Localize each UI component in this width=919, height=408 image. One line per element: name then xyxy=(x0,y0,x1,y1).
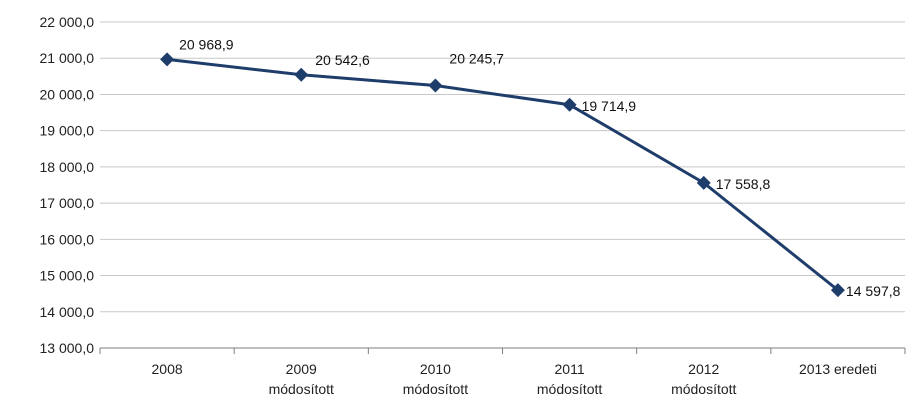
x-tick-label-line: módosított xyxy=(537,381,602,397)
gridlines xyxy=(100,21,905,313)
data-label: 20 542,6 xyxy=(315,52,370,68)
x-tick-label-line: 2008 xyxy=(152,361,183,377)
data-point-marker xyxy=(160,52,175,67)
data-label: 20 968,9 xyxy=(179,36,234,52)
y-tick-label: 18 000,0 xyxy=(40,159,95,175)
data-point-marker xyxy=(294,67,309,82)
x-tick-label: 2008 xyxy=(152,361,183,377)
x-tick-label-line: módosított xyxy=(671,381,736,397)
x-tick-label-line: 2009 xyxy=(286,361,317,377)
y-tick-label: 14 000,0 xyxy=(40,304,95,320)
x-tick-label-line: módosított xyxy=(269,381,334,397)
x-tick-label-line: módosított xyxy=(403,381,468,397)
y-tick-label: 17 000,0 xyxy=(40,195,95,211)
x-tick-label: 2009 módosított xyxy=(269,361,334,397)
x-axis-tick-labels: 2008 2009 módosított 2010 módosított 2011 módo… xyxy=(152,361,877,397)
y-tick-label: 22 000,0 xyxy=(40,14,95,30)
data-point-marker xyxy=(696,175,711,190)
data-point-marker xyxy=(428,78,443,93)
y-tick-label: 16 000,0 xyxy=(40,231,95,247)
x-axis xyxy=(99,347,906,354)
y-axis-tick-labels: 22 000,0 21 000,0 20 000,0 19 000,0 18 000,0… xyxy=(40,14,95,356)
x-tick-label: 2012 módosított xyxy=(671,361,736,397)
y-tick-label: 13 000,0 xyxy=(40,340,95,356)
y-tick-label: 15 000,0 xyxy=(40,268,95,284)
x-tick-label: 2013 eredeti xyxy=(799,361,877,377)
data-label: 17 558,8 xyxy=(716,176,771,192)
x-tick-label-line: 2011 xyxy=(555,361,585,377)
data-label: 20 245,7 xyxy=(449,51,504,67)
y-tick-label: 20 000,0 xyxy=(40,86,95,102)
series-group xyxy=(160,52,845,298)
x-tick-label: 2010 módosított xyxy=(403,361,468,397)
data-point-marker xyxy=(562,97,577,112)
data-label: 19 714,9 xyxy=(582,98,637,114)
data-point-marker xyxy=(830,283,845,298)
data-labels: 20 968,9 20 542,6 20 245,7 19 714,9 17 558,8… xyxy=(179,36,901,299)
x-tick-label: 2011 módosított xyxy=(537,361,602,397)
x-tick-label-line: 2013 eredeti xyxy=(799,361,877,377)
series-line xyxy=(166,57,839,292)
y-tick-label: 21 000,0 xyxy=(40,50,95,66)
x-tick-label-line: 2012 xyxy=(688,361,719,377)
x-tick-label-line: 2010 xyxy=(420,361,451,377)
y-tick-label: 19 000,0 xyxy=(40,123,95,139)
data-label: 14 597,8 xyxy=(846,283,901,299)
